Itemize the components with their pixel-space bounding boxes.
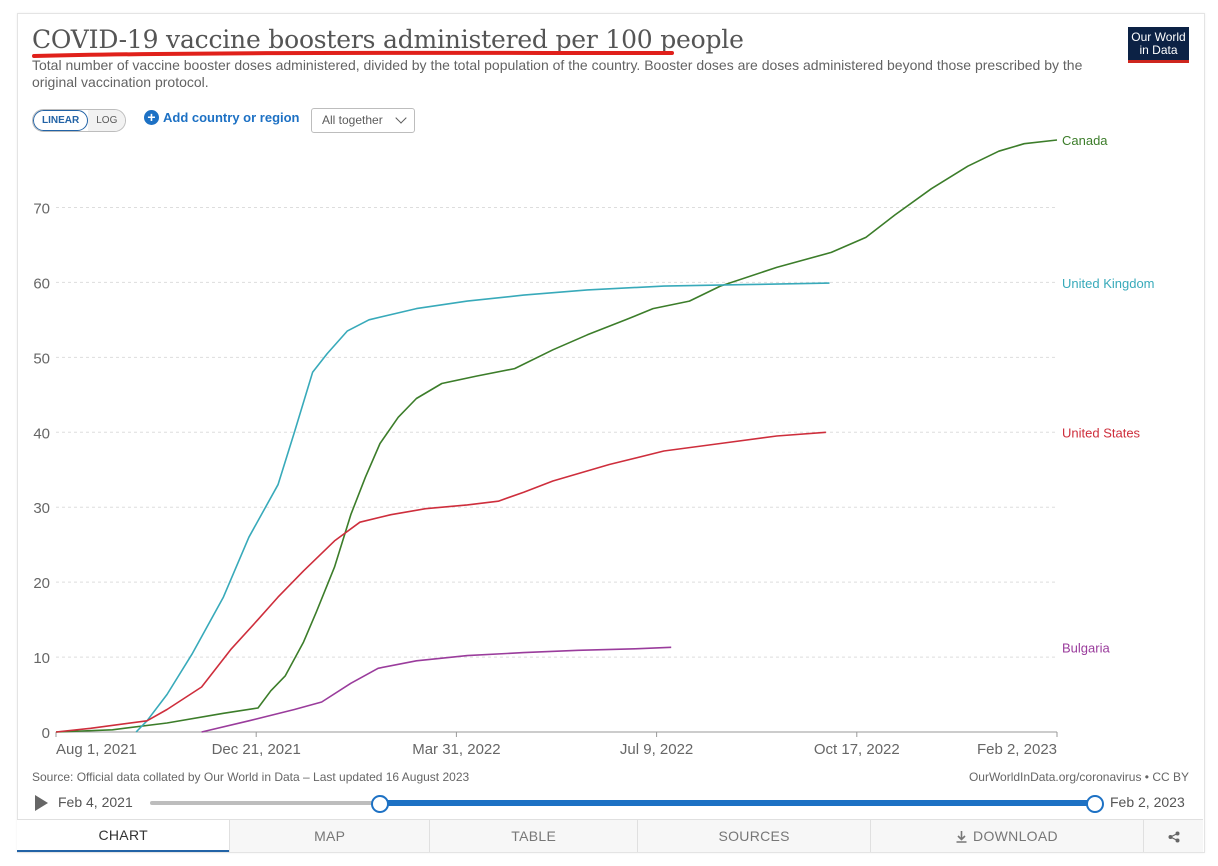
y-tick-label: 40: [33, 425, 50, 442]
x-tick-label: Dec 21, 2021: [212, 741, 301, 758]
linear-scale-button[interactable]: LINEAR: [33, 110, 89, 131]
timeline-start-label: Feb 4, 2021: [58, 794, 133, 810]
chart-title: COVID-19 vaccine boosters administered p…: [32, 25, 744, 54]
y-tick-label: 60: [33, 275, 50, 292]
timeline-end-label: Feb 2, 2023: [1110, 794, 1185, 810]
series-layer: [55, 139, 1058, 733]
download-label: DOWNLOAD: [973, 828, 1058, 844]
tab-chart[interactable]: CHART: [17, 820, 230, 852]
owid-logo[interactable]: Our World in Data: [1128, 27, 1189, 63]
grid-layer: [56, 206, 1057, 658]
add-country-label: Add country or region: [163, 110, 300, 125]
tab-bar: CHART MAP TABLE SOURCES DOWNLOAD: [17, 819, 1203, 852]
axis-layer: 0 10 20 30 40 50 60 70 Aug 1, 2021 Dec 21, 2021 Ma…: [33, 200, 1058, 758]
series-label-canada: Canada: [1062, 133, 1108, 148]
series-line-canada: [55, 139, 1058, 733]
series-label-bulgaria: Bulgaria: [1062, 640, 1110, 655]
license-link[interactable]: OurWorldInData.org/coronavirus • CC BY: [968, 770, 1189, 784]
log-scale-button[interactable]: LOG: [88, 110, 126, 131]
timeline-end-handle[interactable]: [1086, 795, 1104, 813]
plus-circle-icon: +: [144, 110, 159, 125]
tab-download[interactable]: DOWNLOAD: [869, 820, 1144, 852]
series-line-bulgaria: [201, 646, 672, 733]
tab-table[interactable]: TABLE: [428, 820, 638, 852]
tab-map[interactable]: MAP: [229, 820, 429, 852]
timeline-selected-range: [379, 800, 1094, 806]
x-tick-label: Oct 17, 2022: [814, 741, 900, 758]
timeline-start-handle[interactable]: [371, 795, 389, 813]
series-line-united-states: [55, 431, 826, 733]
chart-subtitle: Total number of vaccine booster doses ad…: [32, 57, 1083, 90]
facet-mode-select[interactable]: All together: [311, 108, 415, 133]
add-country-button[interactable]: + Add country or region: [144, 110, 300, 125]
series-label-united-states: United States: [1062, 425, 1141, 440]
tab-share[interactable]: [1143, 820, 1203, 852]
download-icon: [956, 830, 967, 843]
label-layer: Canada United Kingdom United States Bulgari…: [1062, 133, 1155, 655]
play-icon[interactable]: [35, 795, 48, 811]
x-tick-label: Aug 1, 2021: [56, 741, 137, 758]
y-tick-label: 50: [33, 350, 50, 367]
chart-frame: [17, 13, 1205, 853]
y-tick-label: 0: [42, 725, 50, 742]
logo-line-1: Our World: [1131, 30, 1186, 44]
facet-mode-value: All together: [322, 113, 383, 127]
series-line-united-kingdom: [135, 282, 830, 733]
x-tick-label: Mar 31, 2022: [412, 741, 500, 758]
source-note: Source: Official data collated by Our Wo…: [32, 770, 470, 784]
y-tick-label: 10: [33, 650, 50, 667]
series-label-united-kingdom: United Kingdom: [1062, 276, 1155, 291]
scale-toggle: LINEAR LOG: [32, 109, 127, 132]
share-icon: [1168, 830, 1180, 843]
x-tick-label: Jul 9, 2022: [620, 741, 693, 758]
logo-line-2: in Data: [1139, 43, 1178, 57]
tab-sources[interactable]: SOURCES: [637, 820, 870, 852]
y-tick-label: 30: [33, 500, 50, 517]
y-tick-label: 20: [33, 575, 50, 592]
y-tick-label: 70: [33, 200, 50, 217]
x-tick-label: Feb 2, 2023: [977, 741, 1057, 758]
